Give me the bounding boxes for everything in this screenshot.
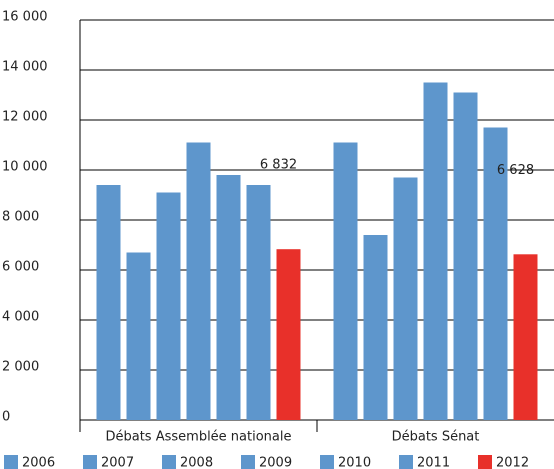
bar (216, 175, 241, 420)
legend-label: 2012 (496, 456, 529, 469)
y-tick-label: 8 000 (2, 210, 39, 225)
legend-label: 2010 (338, 456, 371, 469)
x-tick-label: Débats Sénat (392, 430, 480, 445)
legend-label: 2008 (180, 456, 213, 469)
legend-swatch (4, 455, 18, 469)
y-tick-label: 16 000 (2, 10, 48, 25)
legend-swatch (83, 455, 97, 469)
bar (393, 177, 418, 420)
legend-swatch (162, 455, 176, 469)
bar (276, 249, 301, 420)
x-tick-label: Débats Assemblée nationale (105, 430, 291, 445)
bar (126, 252, 151, 420)
y-tick-label: 12 000 (2, 110, 48, 125)
y-tick-label: 10 000 (2, 160, 48, 175)
legend-label: 2006 (22, 456, 55, 469)
bar (513, 254, 538, 420)
legend-label: 2009 (259, 456, 292, 469)
legend-swatch (320, 455, 334, 469)
bar (333, 142, 358, 420)
bar (186, 142, 211, 420)
bar (246, 185, 271, 420)
legend-label: 2007 (101, 456, 134, 469)
data-label: 6 628 (497, 163, 534, 178)
bar (483, 127, 508, 420)
legend-swatch (399, 455, 413, 469)
legend-swatch (478, 455, 492, 469)
bar (363, 235, 388, 420)
y-tick-label: 4 000 (2, 310, 39, 325)
y-tick-label: 6 000 (2, 260, 39, 275)
bar (96, 185, 121, 420)
data-label: 6 832 (260, 158, 297, 173)
y-tick-label: 2 000 (2, 360, 39, 375)
legend-swatch (241, 455, 255, 469)
bar (453, 92, 478, 420)
y-tick-label: 0 (2, 410, 10, 425)
legend-label: 2011 (417, 456, 450, 469)
bar (156, 192, 181, 420)
y-tick-label: 14 000 (2, 60, 48, 75)
bar (423, 82, 448, 420)
